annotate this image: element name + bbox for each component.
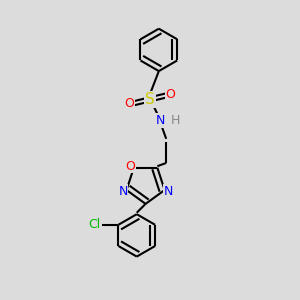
Text: O: O xyxy=(124,97,134,110)
Text: N: N xyxy=(118,185,128,198)
Text: O: O xyxy=(166,88,176,101)
Text: H: H xyxy=(171,114,180,127)
Text: O: O xyxy=(125,160,135,173)
Text: N: N xyxy=(156,114,165,127)
Text: Cl: Cl xyxy=(88,218,100,231)
Text: N: N xyxy=(164,185,173,198)
Text: S: S xyxy=(145,92,155,107)
